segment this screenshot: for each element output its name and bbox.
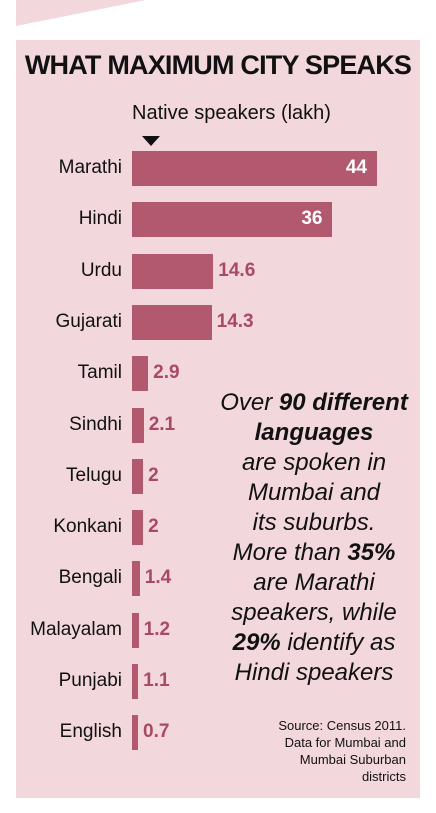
annotation-line: are Marathi: [214, 568, 414, 598]
annotation-highlight: 35%: [347, 539, 396, 566]
value-label: 14.6: [218, 259, 256, 281]
bar: [132, 510, 144, 546]
bar-row: Sindhi 2.1: [0, 406, 436, 446]
value-label: 1.2: [143, 618, 171, 640]
annotation-text: Over: [220, 389, 279, 416]
category-label: Konkani: [53, 516, 122, 538]
value-label: 0.7: [143, 721, 170, 743]
category-label: Malayalam: [30, 618, 122, 640]
value-label: 2: [148, 516, 159, 538]
annotation-text: Mumbai and: [247, 479, 381, 506]
category-label: Gujarati: [55, 310, 122, 332]
value-label: 44: [345, 157, 367, 178]
annotation-line: are spoken in: [214, 448, 414, 478]
category-label: English: [59, 721, 122, 743]
annotation-text: its suburbs.: [252, 509, 376, 536]
source-line: Data for Mumbai and: [284, 735, 406, 750]
annotation-line: More than 35%: [214, 538, 414, 568]
bar-row: Hindi 36: [0, 200, 436, 240]
annotation-text: Hindi speakers: [234, 659, 394, 686]
category-label: Sindhi: [69, 413, 122, 435]
bar-row: Konkani 2: [0, 508, 436, 548]
bar-row: Malayalam 1.2: [0, 611, 436, 651]
source-line: Mumbai Suburban: [299, 752, 406, 767]
bar: [132, 407, 144, 443]
annotation-text: are spoken in: [241, 449, 387, 476]
category-label: Punjabi: [58, 670, 122, 691]
bar-row: Marathi 44: [0, 149, 436, 189]
value-label: 36: [301, 208, 323, 230]
value-label: 1.4: [144, 567, 172, 589]
category-label: Urdu: [80, 259, 122, 281]
value-label: 14.3: [216, 310, 254, 332]
value-label: 1.1: [143, 670, 170, 691]
bar-row: Gujarati 14.3: [0, 303, 436, 343]
annotation-line: languages: [214, 418, 414, 448]
bar: [132, 202, 333, 238]
bar-row: English 0.7: [0, 713, 436, 753]
bar-row: Bengali 1.4: [0, 559, 436, 599]
bar: [132, 664, 139, 699]
annotation-text: More than: [232, 539, 348, 566]
bar: [132, 458, 144, 494]
annotation-line: its suburbs.: [214, 508, 414, 538]
annotation-text: speakers, while: [231, 599, 397, 626]
annotation-line: Over 90 different: [214, 388, 414, 418]
source-line: districts: [361, 769, 406, 784]
annotation-highlight: 29%: [232, 629, 281, 656]
source-note: Source: Census 2011. Data for Mumbai and M…: [206, 717, 406, 785]
annotation-highlight: 90 different: [278, 389, 408, 416]
category-label: Bengali: [58, 567, 122, 589]
bar: [132, 151, 377, 186]
bar: [132, 612, 139, 648]
category-label: Tamil: [77, 362, 122, 384]
bar-row: Telugu 2: [0, 457, 436, 497]
annotation-line: Hindi speakers: [214, 658, 414, 688]
category-label: Hindi: [78, 208, 122, 230]
annotation-line: 29% identify as: [214, 628, 414, 658]
bar: [132, 561, 140, 597]
chart-title: WHAT MAXIMUM CITY SPEAKS: [24, 50, 412, 80]
bar-row: Urdu 14.6: [0, 252, 436, 292]
category-label: Telugu: [66, 464, 122, 486]
annotation-line: Mumbai and: [214, 478, 414, 508]
bar: [132, 304, 212, 340]
source-line: Source: Census 2011.: [278, 718, 406, 733]
bar: [132, 356, 149, 392]
subtitle-pointer-icon: [142, 136, 160, 146]
annotation-highlight: languages: [254, 419, 374, 446]
annotation-line: speakers, while: [214, 598, 414, 628]
bar-row: Tamil 2.9: [0, 354, 436, 394]
category-label: Marathi: [58, 157, 122, 178]
bar-row: Punjabi 1.1: [0, 662, 436, 702]
annotation-note: Over 90 different languages are spoken in M…: [214, 388, 414, 688]
value-label: 2: [148, 464, 159, 486]
value-label: 2.1: [148, 413, 176, 435]
bar: [132, 715, 138, 751]
bar: [132, 253, 214, 289]
annotation-text: are Marathi: [253, 569, 375, 596]
value-label: 2.9: [153, 362, 180, 384]
chart-subtitle: Native speakers (lakh): [132, 102, 331, 124]
annotation-text: identify as: [280, 629, 396, 656]
